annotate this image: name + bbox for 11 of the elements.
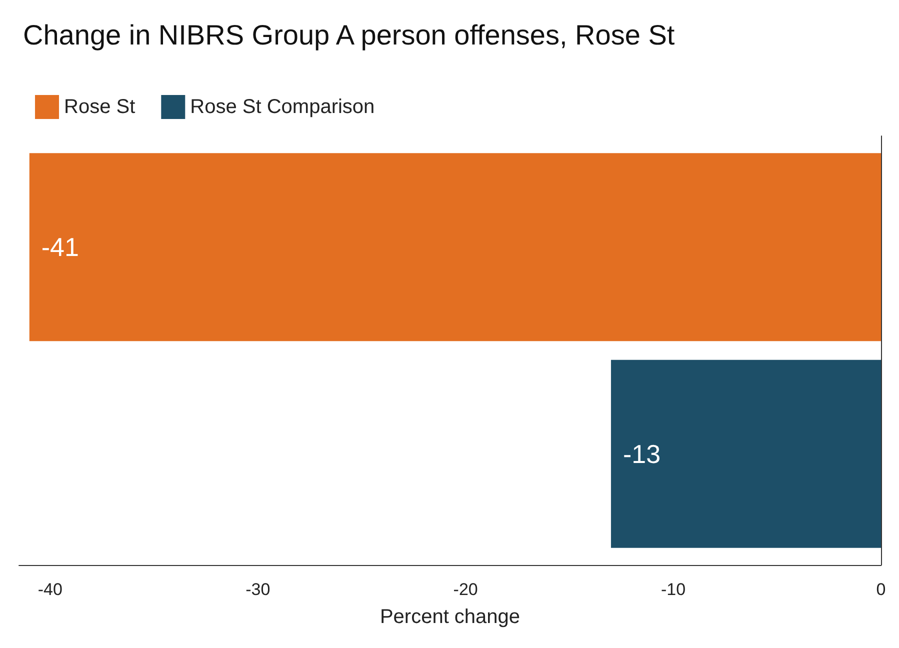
legend-label: Rose St bbox=[64, 96, 136, 118]
legend-label: Rose St Comparison bbox=[190, 96, 375, 118]
x-tick-label: -10 bbox=[661, 580, 686, 599]
data-label: -41 bbox=[41, 232, 79, 262]
chart-title: Change in NIBRS Group A person offenses, Rose St bbox=[23, 20, 675, 50]
x-tick-label: -30 bbox=[246, 580, 270, 599]
x-tick-label: -40 bbox=[38, 580, 62, 599]
x-axis-title: Percent change bbox=[380, 606, 520, 628]
data-label: -13 bbox=[622, 438, 661, 469]
x-tick-label: -20 bbox=[453, 580, 478, 599]
x-tick-label: 0 bbox=[876, 580, 886, 599]
